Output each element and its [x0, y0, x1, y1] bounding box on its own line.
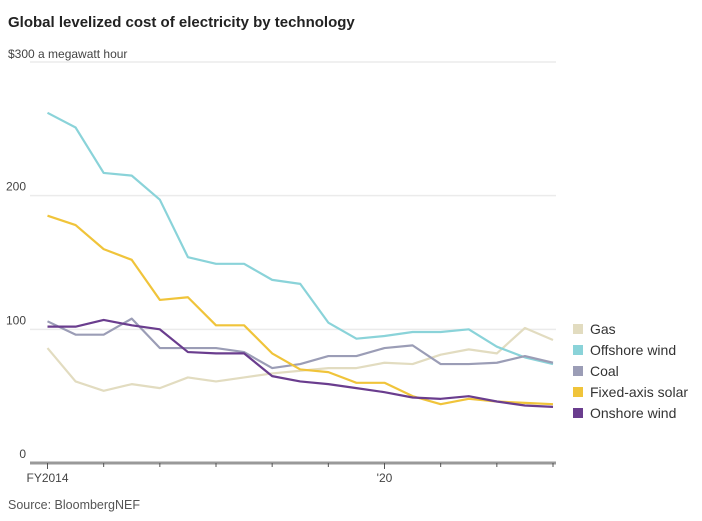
legend-swatch	[573, 324, 583, 334]
series-line-fixed-axis-solar	[47, 214, 554, 406]
y-tick-label: 200	[6, 180, 26, 194]
chart-title: Global levelized cost of electricity by …	[8, 14, 355, 31]
x-tick-label: FY2014	[26, 471, 68, 485]
legend-label: Offshore wind	[590, 342, 676, 358]
legend-label: Onshore wind	[590, 405, 676, 421]
series-line-onshore-wind	[47, 318, 554, 408]
y-axis-label: $300 a megawatt hour	[8, 47, 128, 61]
legend-swatch	[573, 408, 583, 418]
legend-swatch	[573, 387, 583, 397]
series-line-coal	[47, 317, 554, 370]
legend-label: Gas	[590, 321, 616, 337]
legend-swatch	[573, 345, 583, 355]
y-tick-label: 0	[19, 447, 26, 461]
legend-label: Fixed-axis solar	[590, 384, 688, 400]
y-tick-label: 100	[6, 313, 26, 327]
legend-label: Coal	[590, 363, 619, 379]
source-note: Source: BloombergNEF	[8, 498, 141, 512]
legend-swatch	[573, 366, 583, 376]
series-line-gas	[46, 326, 554, 392]
x-tick-label: '20	[377, 471, 393, 485]
series-line-offshore-wind	[46, 111, 554, 366]
